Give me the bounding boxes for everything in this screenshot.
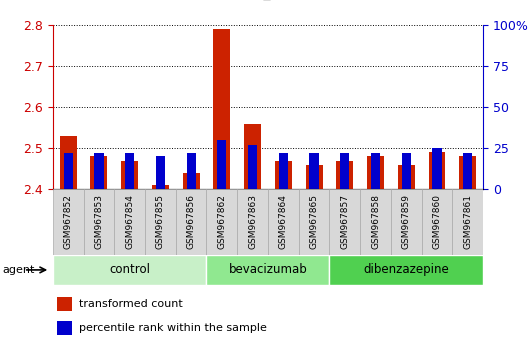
Bar: [429, 152, 446, 189]
Text: GSM967856: GSM967856: [186, 194, 195, 249]
Bar: [306, 165, 323, 189]
Bar: [145, 189, 176, 255]
Text: GSM967854: GSM967854: [125, 194, 134, 249]
Text: GSM967864: GSM967864: [279, 194, 288, 249]
Bar: [309, 153, 319, 189]
Text: transformed count: transformed count: [79, 299, 182, 309]
Bar: [95, 153, 103, 189]
Bar: [329, 255, 483, 285]
Text: GSM967853: GSM967853: [95, 194, 103, 249]
Text: agent: agent: [3, 265, 35, 275]
Text: GSM967855: GSM967855: [156, 194, 165, 249]
Bar: [244, 124, 261, 189]
Text: dibenzazepine: dibenzazepine: [363, 263, 449, 276]
Text: GSM967865: GSM967865: [309, 194, 318, 249]
Bar: [371, 153, 380, 189]
Bar: [213, 29, 230, 189]
Text: GSM967859: GSM967859: [402, 194, 411, 249]
Bar: [432, 148, 441, 189]
Text: control: control: [109, 263, 150, 276]
Bar: [186, 153, 196, 189]
Bar: [57, 321, 72, 335]
Bar: [452, 189, 483, 255]
Bar: [391, 189, 422, 255]
Bar: [275, 161, 292, 189]
Text: GSM967863: GSM967863: [248, 194, 257, 249]
Bar: [156, 156, 165, 189]
Bar: [60, 136, 77, 189]
Bar: [53, 255, 206, 285]
Text: GSM967858: GSM967858: [371, 194, 380, 249]
Bar: [57, 297, 72, 311]
Bar: [340, 153, 350, 189]
Bar: [53, 189, 83, 255]
Bar: [114, 189, 145, 255]
Bar: [299, 189, 329, 255]
Bar: [206, 189, 237, 255]
Bar: [336, 161, 353, 189]
Bar: [63, 153, 73, 189]
Bar: [83, 189, 114, 255]
Bar: [125, 153, 134, 189]
Bar: [152, 185, 169, 189]
Bar: [183, 173, 200, 189]
Bar: [329, 189, 360, 255]
Bar: [459, 156, 476, 189]
Bar: [268, 189, 299, 255]
Text: GSM967852: GSM967852: [64, 194, 73, 249]
Bar: [121, 161, 138, 189]
Text: GSM967862: GSM967862: [218, 194, 227, 249]
Bar: [279, 153, 288, 189]
Bar: [248, 145, 257, 189]
Text: GSM967860: GSM967860: [432, 194, 441, 249]
Bar: [402, 153, 411, 189]
Bar: [367, 156, 384, 189]
Bar: [398, 165, 414, 189]
Bar: [237, 189, 268, 255]
Bar: [217, 140, 227, 189]
Text: GSM967857: GSM967857: [341, 194, 350, 249]
Text: bevacizumab: bevacizumab: [229, 263, 307, 276]
Bar: [176, 189, 206, 255]
Text: percentile rank within the sample: percentile rank within the sample: [79, 323, 267, 333]
Bar: [206, 255, 329, 285]
Bar: [422, 189, 452, 255]
Bar: [463, 153, 473, 189]
Text: GSM967861: GSM967861: [463, 194, 472, 249]
Bar: [90, 156, 107, 189]
Bar: [360, 189, 391, 255]
